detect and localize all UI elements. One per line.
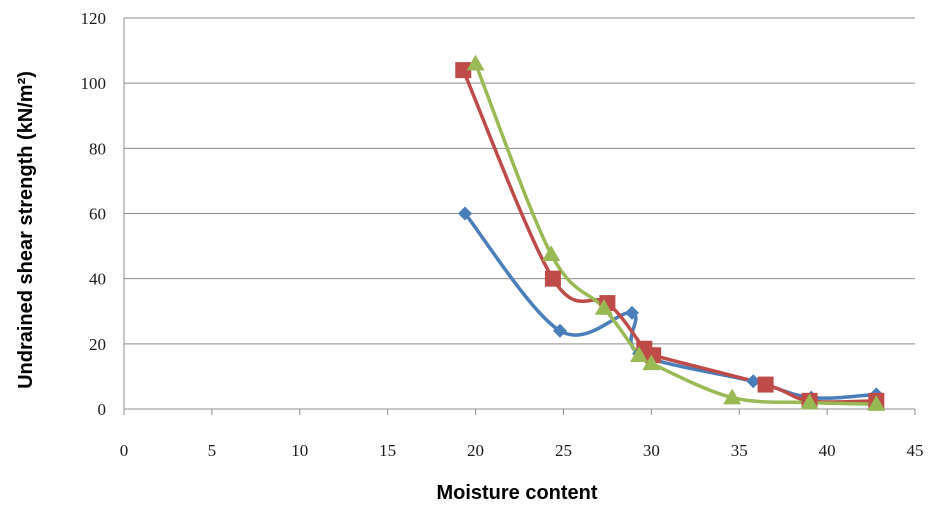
data-point-diamond [552, 323, 567, 338]
data-point-triangle [466, 54, 485, 71]
y-tick-label: 0 [98, 400, 107, 419]
data-point-triangle [867, 395, 886, 411]
x-tick-label: 45 [907, 441, 924, 460]
x-tick-label: 40 [819, 441, 836, 460]
grid-lines [124, 17, 915, 345]
data-point-square [544, 270, 561, 287]
data-point-triangle [642, 354, 661, 371]
y-tick-label: 120 [81, 9, 107, 28]
data-point-triangle [542, 245, 561, 261]
y-tick-label: 100 [81, 74, 107, 93]
x-tick-labels: 0 5 10 15 20 25 30 35 40 45 [120, 441, 924, 460]
y-tick-label: 40 [89, 270, 106, 289]
y-tick-label: 20 [89, 335, 106, 354]
x-tick-label: 20 [467, 441, 484, 460]
x-tick-label: 5 [208, 441, 217, 460]
data-point-triangle [594, 298, 613, 315]
axes [123, 18, 916, 415]
data-point-diamond [458, 206, 473, 221]
x-tick-label: 0 [120, 441, 129, 460]
x-tick-label: 10 [291, 441, 308, 460]
x-tick-label: 15 [379, 441, 396, 460]
series-lines [461, 61, 879, 406]
series-markers [455, 54, 886, 411]
series-line-3 [473, 61, 879, 406]
x-tick-label: 35 [731, 441, 748, 460]
data-point-square [455, 62, 472, 79]
x-tick-label: 30 [643, 441, 660, 460]
y-tick-label: 60 [89, 205, 106, 224]
series-line-1 [463, 211, 879, 400]
data-point-triangle [630, 346, 649, 362]
data-point-triangle [800, 393, 819, 410]
y-axis-title: Undrained shear strength (kN/m²) [15, 71, 37, 389]
x-axis-title: Moisture content [436, 482, 597, 504]
series-line-2 [461, 68, 879, 404]
data-point-triangle [723, 388, 742, 405]
x-tick-label: 25 [555, 441, 572, 460]
y-tick-labels: 0 20 40 60 80 100 120 [81, 9, 107, 419]
data-point-square [757, 376, 774, 393]
y-tick-label: 80 [89, 139, 106, 158]
data-point-diamond [746, 374, 761, 389]
data-point-diamond [624, 305, 639, 320]
